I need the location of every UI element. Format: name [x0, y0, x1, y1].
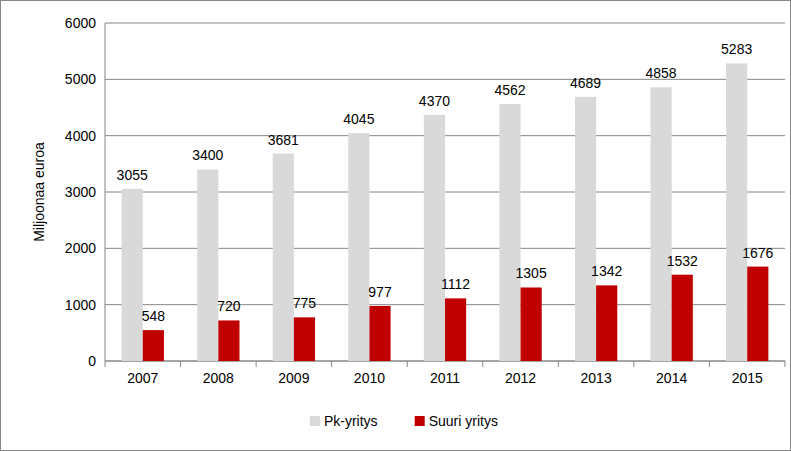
data-label: 4370 [419, 93, 450, 109]
data-label: 548 [142, 308, 166, 324]
y-tick-label: 5000 [65, 71, 96, 87]
data-label: 5283 [721, 41, 752, 57]
x-tick-label: 2014 [656, 370, 687, 386]
x-tick-mark [180, 361, 181, 367]
legend-label: Suuri yritys [429, 413, 498, 429]
x-tick-label: 2011 [430, 370, 460, 386]
legend: Pk-yritys Suuri yritys [310, 413, 498, 429]
y-tick-label: 4000 [65, 128, 96, 144]
x-tick-mark [482, 361, 483, 367]
bar [521, 287, 542, 361]
data-labels: 3055 3400 3681 4045 4370 4562 4689 4858 5283 548 7… [117, 41, 774, 324]
grid-line [105, 23, 785, 24]
legend-label: Pk-yritys [324, 413, 378, 429]
data-label: 4858 [646, 65, 677, 81]
chart-svg: 0 1000 2000 3000 4000 5000 6000 Miljoonaa euroa… [0, 0, 791, 451]
bar [424, 115, 445, 361]
x-tick-mark [256, 361, 257, 367]
bar [294, 317, 315, 361]
x-tick-label: 2013 [581, 370, 612, 386]
bar [197, 169, 218, 361]
bar [651, 87, 672, 361]
data-label: 720 [217, 298, 241, 314]
x-tick-label: 2008 [203, 370, 234, 386]
data-label: 4562 [494, 82, 525, 98]
bar [726, 63, 747, 361]
data-label: 1112 [441, 276, 470, 292]
x-tick-mark [558, 361, 559, 367]
data-label: 4045 [343, 111, 374, 127]
x-tick-mark [105, 361, 106, 367]
x-tick-label: 2010 [354, 370, 385, 386]
data-label: 3681 [268, 132, 299, 148]
data-label: 1676 [742, 245, 773, 261]
y-axis-title: Miljoonaa euroa [31, 142, 47, 242]
chart-border [1, 1, 791, 451]
bar [596, 285, 617, 361]
y-tick-label: 3000 [65, 184, 96, 200]
bar [122, 189, 143, 361]
bar [672, 275, 693, 361]
data-label: 775 [293, 295, 317, 311]
data-label: 1342 [591, 263, 622, 279]
x-tick-mark [633, 361, 634, 367]
x-tick-label: 2015 [732, 370, 763, 386]
data-label: 1532 [667, 253, 698, 269]
y-axis-line [105, 23, 106, 361]
data-label: 3055 [117, 167, 148, 183]
x-tick-label: 2007 [127, 370, 158, 386]
bar [369, 306, 390, 361]
y-tick-label: 6000 [65, 15, 96, 31]
data-label: 3400 [192, 147, 223, 163]
x-tick-mark [709, 361, 710, 367]
x-tick-mark [331, 361, 332, 367]
grid-line [105, 79, 785, 80]
x-tick-label: 2009 [278, 370, 309, 386]
legend-swatch [310, 416, 320, 426]
data-label: 1305 [516, 265, 547, 281]
x-tick-label: 2012 [505, 370, 536, 386]
bar [499, 104, 520, 361]
bar [143, 330, 164, 361]
x-tick-mark [785, 361, 786, 367]
bar [218, 320, 239, 361]
y-tick-label: 1000 [65, 297, 96, 313]
bar [273, 154, 294, 361]
bar [445, 298, 466, 361]
x-tick-mark [407, 361, 408, 367]
bar [575, 97, 596, 361]
data-label: 977 [368, 284, 392, 300]
y-tick-label: 0 [88, 353, 96, 369]
bar [747, 267, 768, 361]
y-tick-label: 2000 [65, 240, 96, 256]
bars [122, 63, 769, 361]
bar [348, 133, 369, 361]
data-label: 4689 [570, 75, 601, 91]
chart-container: 0 1000 2000 3000 4000 5000 6000 Miljoonaa euroa… [0, 0, 791, 451]
legend-swatch [415, 416, 425, 426]
